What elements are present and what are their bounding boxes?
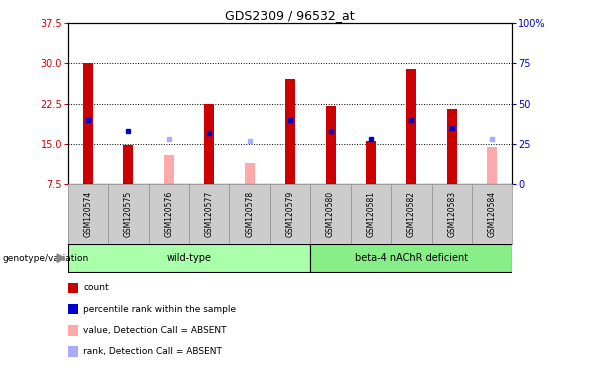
FancyBboxPatch shape [310, 245, 512, 272]
Text: value, Detection Call = ABSENT: value, Detection Call = ABSENT [83, 326, 227, 335]
Bar [204, 104, 214, 184]
Text: GSM120576: GSM120576 [164, 191, 173, 237]
Bar [285, 79, 295, 184]
Text: GSM120584: GSM120584 [488, 191, 497, 237]
Text: beta-4 nAChR deficient: beta-4 nAChR deficient [355, 253, 468, 263]
Text: GSM120578: GSM120578 [245, 191, 254, 237]
Text: GSM120581: GSM120581 [366, 191, 375, 237]
Bar [83, 63, 93, 184]
Bar [366, 141, 376, 184]
Text: percentile rank within the sample: percentile rank within the sample [83, 305, 236, 314]
Text: GSM120580: GSM120580 [326, 191, 335, 237]
Title: GDS2309 / 96532_at: GDS2309 / 96532_at [225, 9, 355, 22]
Bar [244, 163, 254, 184]
Text: GSM120583: GSM120583 [447, 191, 456, 237]
Bar [123, 145, 133, 184]
Text: rank, Detection Call = ABSENT: rank, Detection Call = ABSENT [83, 347, 222, 356]
Text: count: count [83, 283, 109, 293]
Text: wild-type: wild-type [167, 253, 211, 263]
Text: genotype/variation: genotype/variation [3, 254, 89, 263]
Bar [164, 155, 174, 184]
Text: GSM120582: GSM120582 [407, 191, 416, 237]
Bar [326, 106, 336, 184]
Bar [447, 109, 457, 184]
FancyBboxPatch shape [68, 245, 310, 272]
Text: GSM120574: GSM120574 [84, 191, 92, 237]
Bar [406, 69, 416, 184]
Bar [487, 147, 497, 184]
Text: GSM120577: GSM120577 [205, 191, 214, 237]
Text: GSM120575: GSM120575 [124, 191, 133, 237]
Text: GSM120579: GSM120579 [286, 191, 294, 237]
